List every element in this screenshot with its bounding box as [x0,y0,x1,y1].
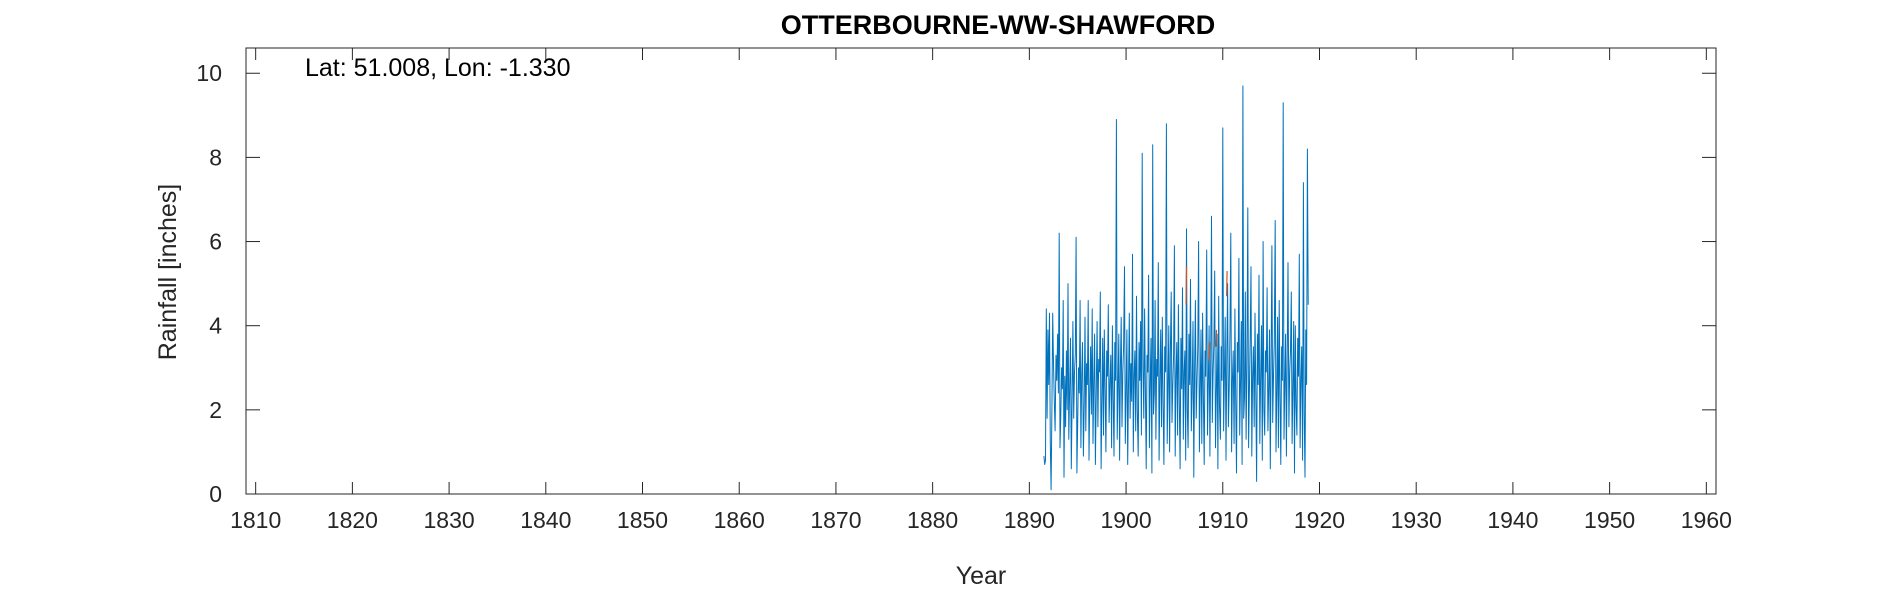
plot-series [1043,85,1309,491]
y-tick-label: 8 [209,144,222,170]
chart-title: OTTERBOURNE-WW-SHAWFORD [781,10,1215,40]
x-tick-label: 1850 [617,507,668,533]
x-tick-label: 1860 [714,507,765,533]
x-axis-ticks: 1810 1820 1830 1840 1850 1860 1870 1880 1890 1900… [230,48,1732,533]
plot-frame [245,47,1717,495]
x-tick-label: 1930 [1391,507,1442,533]
x-tick-label: 1870 [810,507,861,533]
x-tick-label: 1960 [1681,507,1732,533]
x-tick-label: 1880 [907,507,958,533]
rainfall-series-line [1043,85,1309,491]
y-axis-label: Rainfall [inches] [154,184,182,360]
x-tick-label: 1890 [1004,507,1055,533]
y-tick-label: 6 [209,229,222,255]
y-tick-label: 2 [209,397,222,423]
y-tick-label: 4 [209,313,222,339]
x-tick-label: 1920 [1294,507,1345,533]
coordinates-annotation: Lat: 51.008, Lon: -1.330 [305,54,571,82]
x-tick-label: 1940 [1487,507,1538,533]
secondary-series-line [1185,266,1228,360]
y-tick-label: 0 [209,481,222,507]
x-tick-label: 1820 [327,507,378,533]
x-tick-label: 1840 [520,507,571,533]
y-tick-label: 10 [196,60,222,86]
y-axis-ticks: 0 2 4 6 8 10 [196,60,1716,507]
x-axis-label: Year [956,562,1007,590]
x-tick-label: 1900 [1100,507,1151,533]
x-tick-label: 1830 [424,507,475,533]
x-tick-label: 1950 [1584,507,1635,533]
x-tick-label: 1910 [1197,507,1248,533]
x-tick-label: 1810 [230,507,281,533]
